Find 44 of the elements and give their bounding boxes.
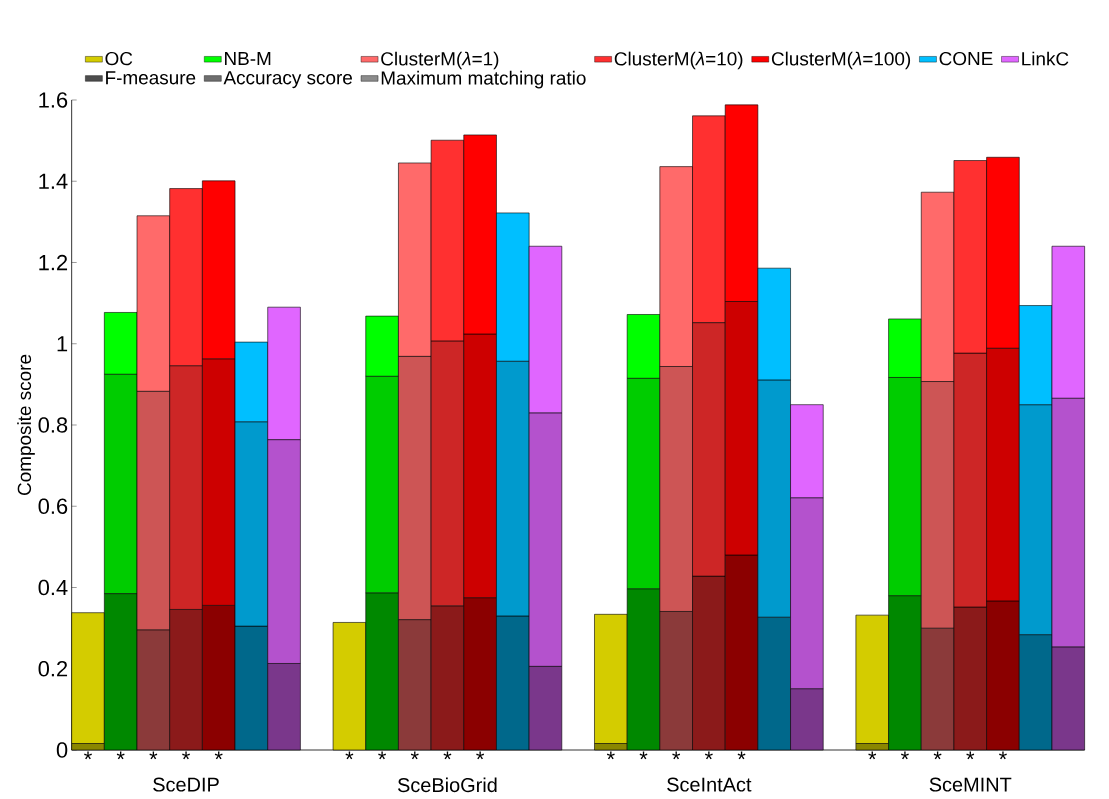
y-tick-label: 0.6 <box>38 498 68 515</box>
x-tick-label: * <box>966 751 975 760</box>
legend-label: ClusterM(λ=1) <box>381 51 499 70</box>
text: SceDIP <box>153 777 219 792</box>
y-tick-label: 0.2 <box>38 660 68 677</box>
x-tick-label: * <box>345 751 354 760</box>
x-tick-label: * <box>704 751 713 760</box>
x-tick-label: * <box>999 751 1007 760</box>
legend-label: F-measure <box>106 71 196 85</box>
y-tick-label: 0.8 <box>38 417 68 433</box>
y-tick-label: 0 <box>56 742 68 758</box>
y-tick-label: 1.6 <box>39 92 68 108</box>
x-tick-label: * <box>639 751 648 760</box>
x-tick-label: * <box>378 751 387 760</box>
y-tick-label: 1 <box>57 336 68 352</box>
x-tick-label: * <box>84 751 92 760</box>
x-tick-label: * <box>443 751 452 760</box>
legend-label: LinkC <box>1022 51 1069 66</box>
legend-label: OC <box>105 51 133 66</box>
y-tick-label: 1.2 <box>39 254 68 271</box>
y-tick-label: 0.4 <box>38 579 68 596</box>
x-tick-label: * <box>214 751 223 760</box>
x-tick-label: * <box>476 751 485 760</box>
legend-label: ClusterM(λ=100) <box>771 51 911 70</box>
legend-label: Maximum matching ratio <box>381 70 586 89</box>
text: SceBioGrid <box>397 777 497 793</box>
legend-label: CONE <box>939 51 993 66</box>
legend-label: Accuracy score <box>223 71 352 89</box>
legend-label: NB-M <box>225 52 271 66</box>
x-tick-label: * <box>737 751 746 760</box>
legend-label: ClusterM(λ=10) <box>614 51 743 70</box>
x-tick-label: * <box>933 751 942 760</box>
x-tick-label: * <box>410 751 419 760</box>
x-tick-label: * <box>149 751 158 760</box>
text: SceIntAct <box>667 777 752 792</box>
y-axis-title: Composite score <box>17 354 35 496</box>
y-tick-label: 1.4 <box>39 173 68 189</box>
x-tick-label: * <box>182 751 190 760</box>
x-tick-label: * <box>672 751 681 760</box>
text: SceMINT <box>929 777 1012 792</box>
x-tick-label: * <box>868 751 877 760</box>
x-tick-label: * <box>606 751 615 760</box>
x-tick-label: * <box>901 751 909 760</box>
x-tick-label: * <box>116 751 125 760</box>
